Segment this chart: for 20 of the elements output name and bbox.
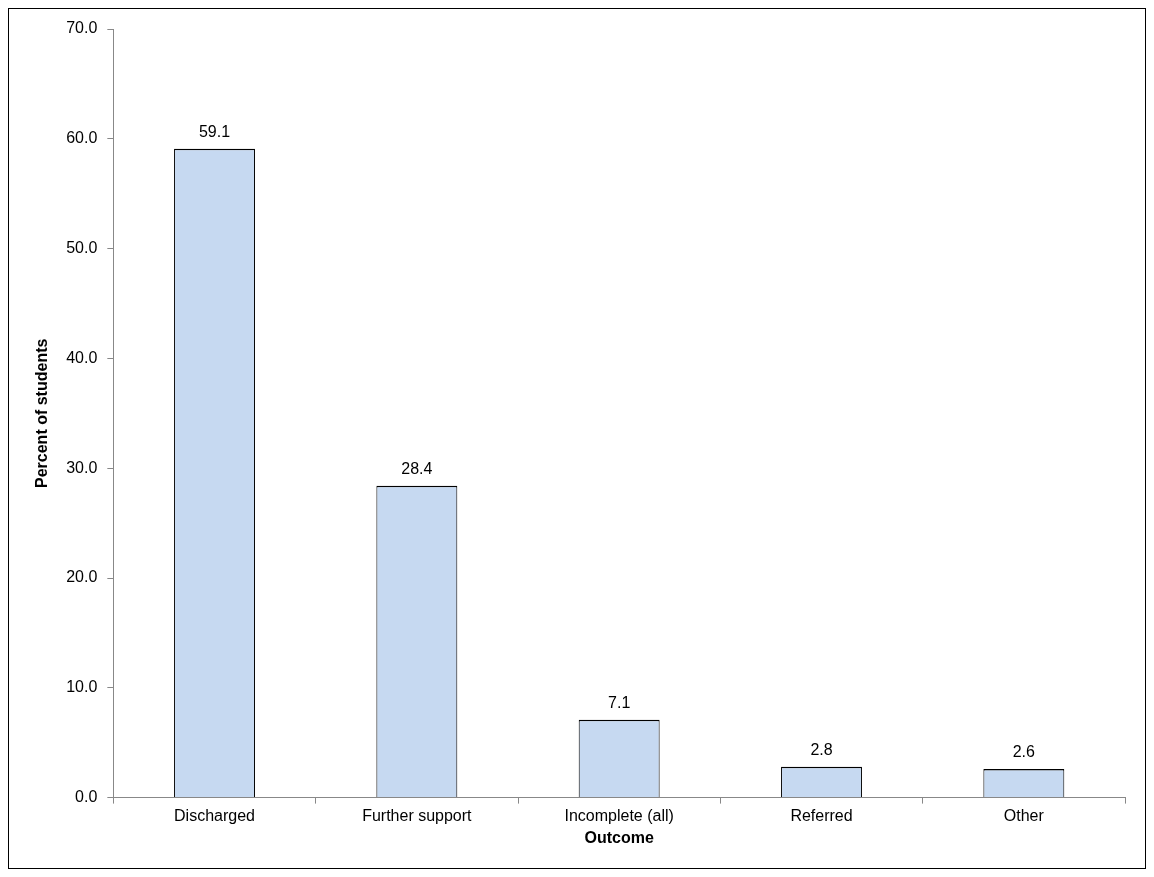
data-label: 7.1 xyxy=(608,694,631,712)
y-tick-label: 40.0 xyxy=(66,348,98,366)
x-tick-label: Further support xyxy=(362,806,473,824)
x-tick-label: Referred xyxy=(790,806,853,824)
y-tick-label: 60.0 xyxy=(66,129,98,147)
y-tick-label: 0.0 xyxy=(75,788,98,806)
y-tick-label: 70.0 xyxy=(66,19,98,37)
y-tick-label: 50.0 xyxy=(66,239,98,257)
data-label: 59.1 xyxy=(198,123,231,141)
x-tick-label: Incomplete (all) xyxy=(564,806,674,824)
y-tick-label: 30.0 xyxy=(66,458,98,476)
x-axis-title: Outcome xyxy=(584,828,654,846)
x-tick-label: Other xyxy=(1003,806,1045,824)
y-axis-title: Percent of students xyxy=(33,338,51,488)
data-label: 28.4 xyxy=(401,460,433,478)
x-tick-label: Discharged xyxy=(174,806,255,824)
y-tick-label: 10.0 xyxy=(66,678,98,696)
y-tick-label: 20.0 xyxy=(66,568,98,586)
data-label: 2.8 xyxy=(810,741,833,759)
data-label: 2.6 xyxy=(1012,743,1036,761)
